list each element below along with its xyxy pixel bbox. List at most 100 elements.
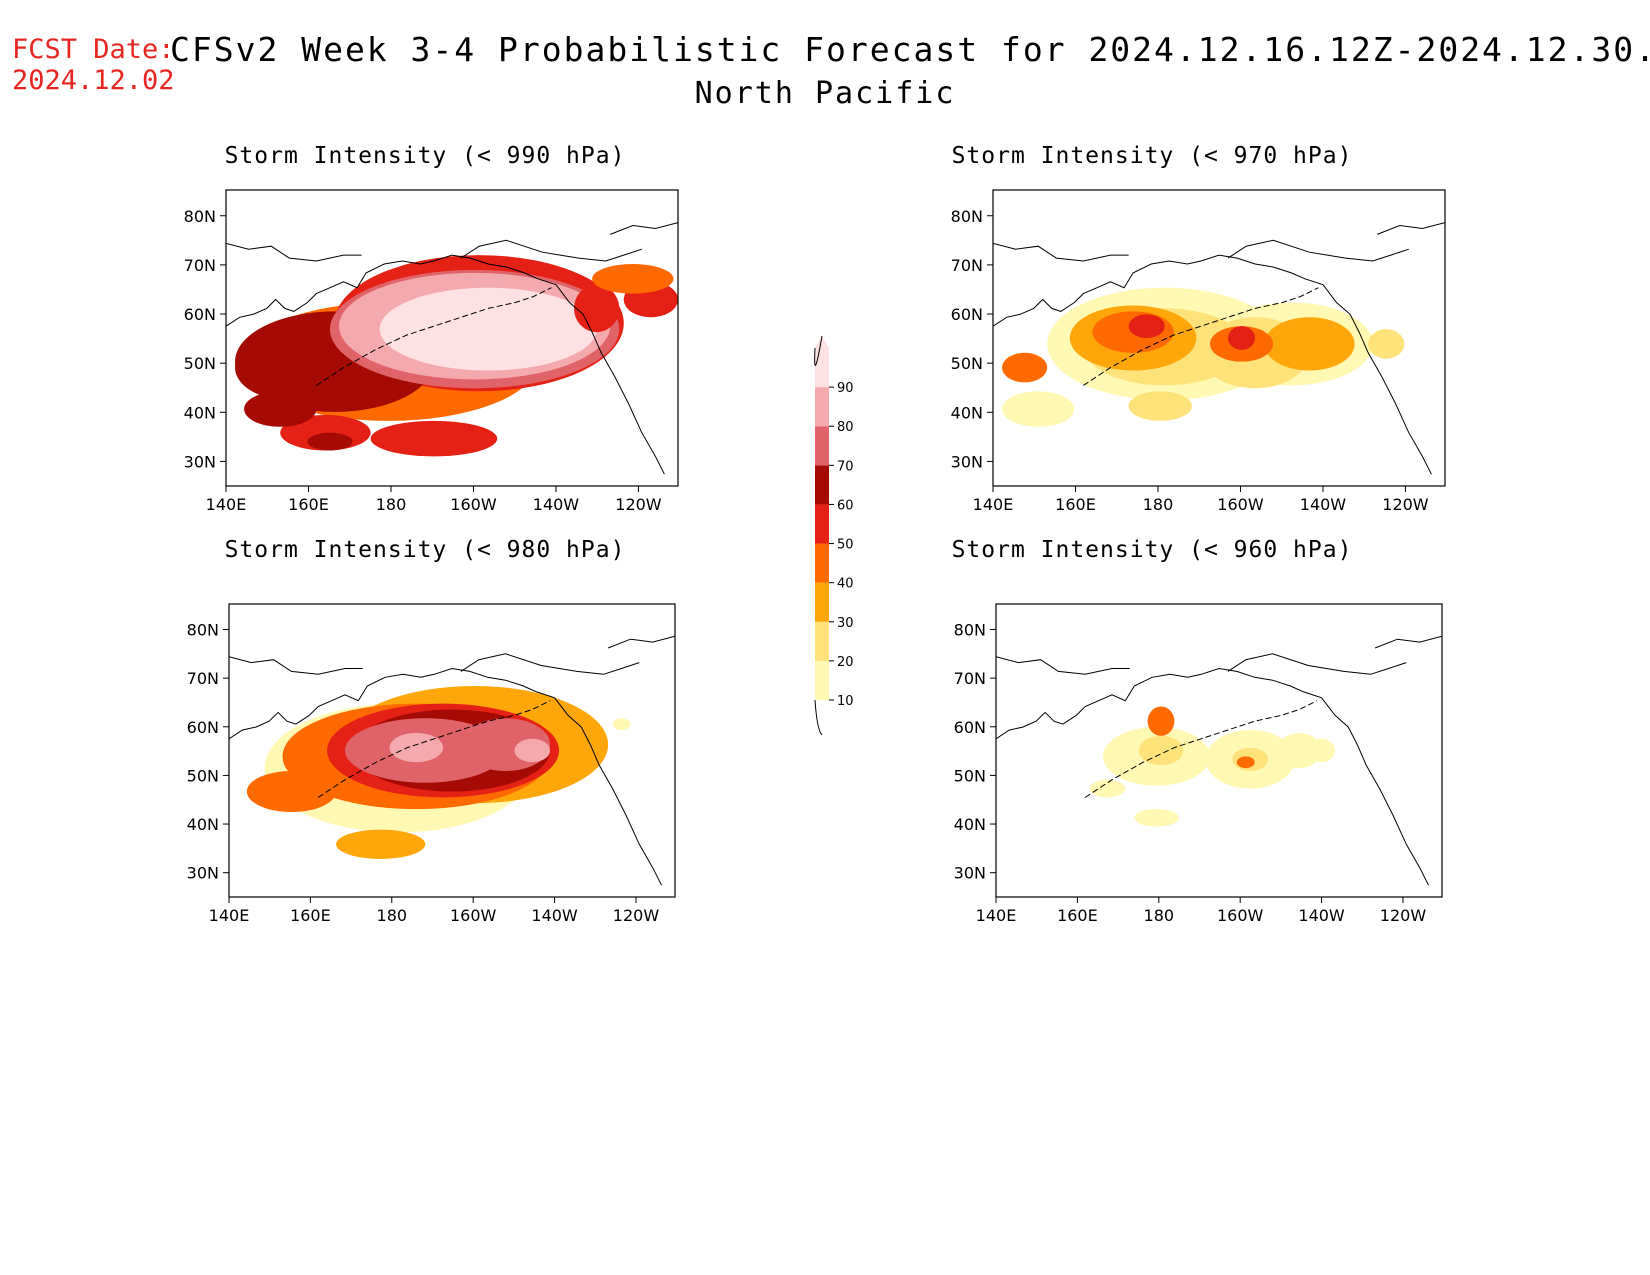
lon-tick-label: 140W xyxy=(531,906,578,925)
coastline-pacific-rim xyxy=(229,667,663,886)
lon-tick-label: 160W xyxy=(1217,495,1264,514)
lon-tick-label: 120W xyxy=(1380,906,1427,925)
prob-region-960-9 xyxy=(1236,756,1255,769)
lon-tick-label: 160W xyxy=(450,906,497,925)
coastline-arctic-islands xyxy=(610,222,678,235)
lat-tick-label: 30N xyxy=(951,452,983,471)
lon-tick-label: 140E xyxy=(206,495,247,514)
prob-region-990-8 xyxy=(370,420,498,457)
coastline-arctic-islands xyxy=(1377,222,1445,235)
prob-region-980-7 xyxy=(389,732,444,763)
colorbar-top-outline xyxy=(814,335,823,366)
colorbar-swatch-70 xyxy=(815,426,829,466)
prob-region-970-11 xyxy=(1128,391,1192,421)
coastline-970 xyxy=(993,222,1445,475)
prob-region-990-12 xyxy=(244,391,317,427)
map-panel-960: 140E 160E 180 160W 140W 120W 80N 70N 60N 50N 40N 30… xyxy=(954,603,1443,925)
colorbar-swatch-20 xyxy=(815,621,829,661)
prob-region-960-2 xyxy=(1276,732,1322,769)
lon-tick-label: 180 xyxy=(376,495,407,514)
coastline-980 xyxy=(229,635,675,886)
lon-tick-label: 140E xyxy=(209,906,250,925)
lat-tick-label: 30N xyxy=(184,452,216,471)
lon-tick-label: 120W xyxy=(615,495,662,514)
lat-tick-label: 80N xyxy=(184,207,216,226)
coastline-pacific-rim xyxy=(226,254,665,475)
aleutian-islands xyxy=(1084,700,1318,798)
lon-tick-label: 180 xyxy=(377,906,408,925)
lat-tick-label: 80N xyxy=(951,207,983,226)
colorbar-tick-label: 30 xyxy=(837,616,854,631)
aleutian-islands xyxy=(1083,287,1319,386)
forecast-date-label: FCST Date: xyxy=(12,34,175,65)
probability-field-970 xyxy=(1002,287,1405,427)
lat-tick-label: 50N xyxy=(954,766,986,785)
lon-tick-label: 160W xyxy=(450,495,497,514)
colorbar-swatch-30 xyxy=(815,582,829,622)
coastline-990 xyxy=(226,222,678,475)
coastline-siberia xyxy=(996,656,1130,675)
lon-tick-label: 140W xyxy=(533,495,580,514)
prob-region-970-13 xyxy=(1002,391,1075,427)
lon-tick-label: 140E xyxy=(976,906,1017,925)
probability-field-980 xyxy=(246,686,631,859)
lon-tick-label: 160E xyxy=(288,495,329,514)
colorbar-swatch-50 xyxy=(815,504,829,544)
colorbar-tick-label: 50 xyxy=(837,538,854,553)
coastline-siberia xyxy=(229,656,363,675)
panel-frame-960 xyxy=(995,603,1443,898)
lat-tick-label: 70N xyxy=(951,256,983,275)
prob-region-990-5 xyxy=(379,287,597,371)
prob-region-970-9 xyxy=(1228,326,1256,350)
coastline-arctic-islands xyxy=(1374,635,1442,649)
colorbar-tick-label: 40 xyxy=(837,577,854,592)
prob-region-960-8 xyxy=(1147,706,1175,736)
prob-region-980-10 xyxy=(336,829,426,859)
lon-tick-label: 120W xyxy=(613,906,660,925)
prob-region-970-10 xyxy=(1002,352,1048,383)
prob-region-960-4 xyxy=(1134,809,1179,827)
lon-tick-label: 160E xyxy=(1055,495,1096,514)
lat-tick-label: 70N xyxy=(184,256,216,275)
lat-tick-label: 50N xyxy=(187,766,219,785)
aleutian-islands xyxy=(317,700,551,798)
map-panel-990: 140E 160E 180 160W 140W 120W 80N 70N 60N 50N 40N 30… xyxy=(184,189,679,514)
coastline-pacific-rim xyxy=(996,667,1430,886)
panel-frame-990 xyxy=(225,189,679,487)
coastline-siberia xyxy=(226,242,362,262)
lat-tick-label: 40N xyxy=(954,815,986,834)
lat-tick-label: 60N xyxy=(954,718,986,737)
colorbar-tick-label: 60 xyxy=(837,498,854,513)
prob-region-970-12 xyxy=(1368,329,1405,359)
panel-title-970: Storm Intensity (< 970 hPa) xyxy=(951,143,1353,169)
lat-tick-label: 30N xyxy=(187,864,219,883)
prob-region-960-3 xyxy=(1089,779,1126,798)
lon-tick-label: 160W xyxy=(1217,906,1264,925)
lat-tick-label: 50N xyxy=(184,354,216,373)
prob-region-980-9 xyxy=(246,771,337,813)
lat-tick-label: 70N xyxy=(187,669,219,688)
coastline-arctic-islands xyxy=(607,635,675,649)
colorbar-bottom-arrow xyxy=(815,700,829,735)
prob-region-990-9 xyxy=(574,284,620,333)
prob-region-960-5 xyxy=(1308,738,1335,763)
lon-tick-label: 160E xyxy=(290,906,331,925)
coastline-alaska-north xyxy=(1227,239,1409,262)
lat-tick-label: 40N xyxy=(951,403,983,422)
colorbar-tick-label: 90 xyxy=(837,381,854,396)
colorbar-swatch-40 xyxy=(815,543,829,583)
lat-tick-label: 40N xyxy=(187,815,219,834)
colorbar-swatch-60 xyxy=(815,465,829,505)
prob-region-970-5 xyxy=(1264,317,1355,371)
panel-title-980: Storm Intensity (< 980 hPa) xyxy=(224,537,626,563)
prob-region-960-6 xyxy=(1138,735,1184,766)
lat-tick-label: 60N xyxy=(187,718,219,737)
coastline-960 xyxy=(996,635,1442,886)
lon-tick-label: 180 xyxy=(1144,906,1175,925)
colorbar-bottom-outline xyxy=(814,699,823,736)
lat-tick-label: 30N xyxy=(954,864,986,883)
colorbar-tick-label: 80 xyxy=(837,420,854,435)
prob-region-980-8 xyxy=(514,738,551,763)
colorbar-swatch-10 xyxy=(815,660,829,700)
map-panel-980: 140E 160E 180 160W 140W 120W 80N 70N 60N 50N 40N 30… xyxy=(187,603,676,925)
